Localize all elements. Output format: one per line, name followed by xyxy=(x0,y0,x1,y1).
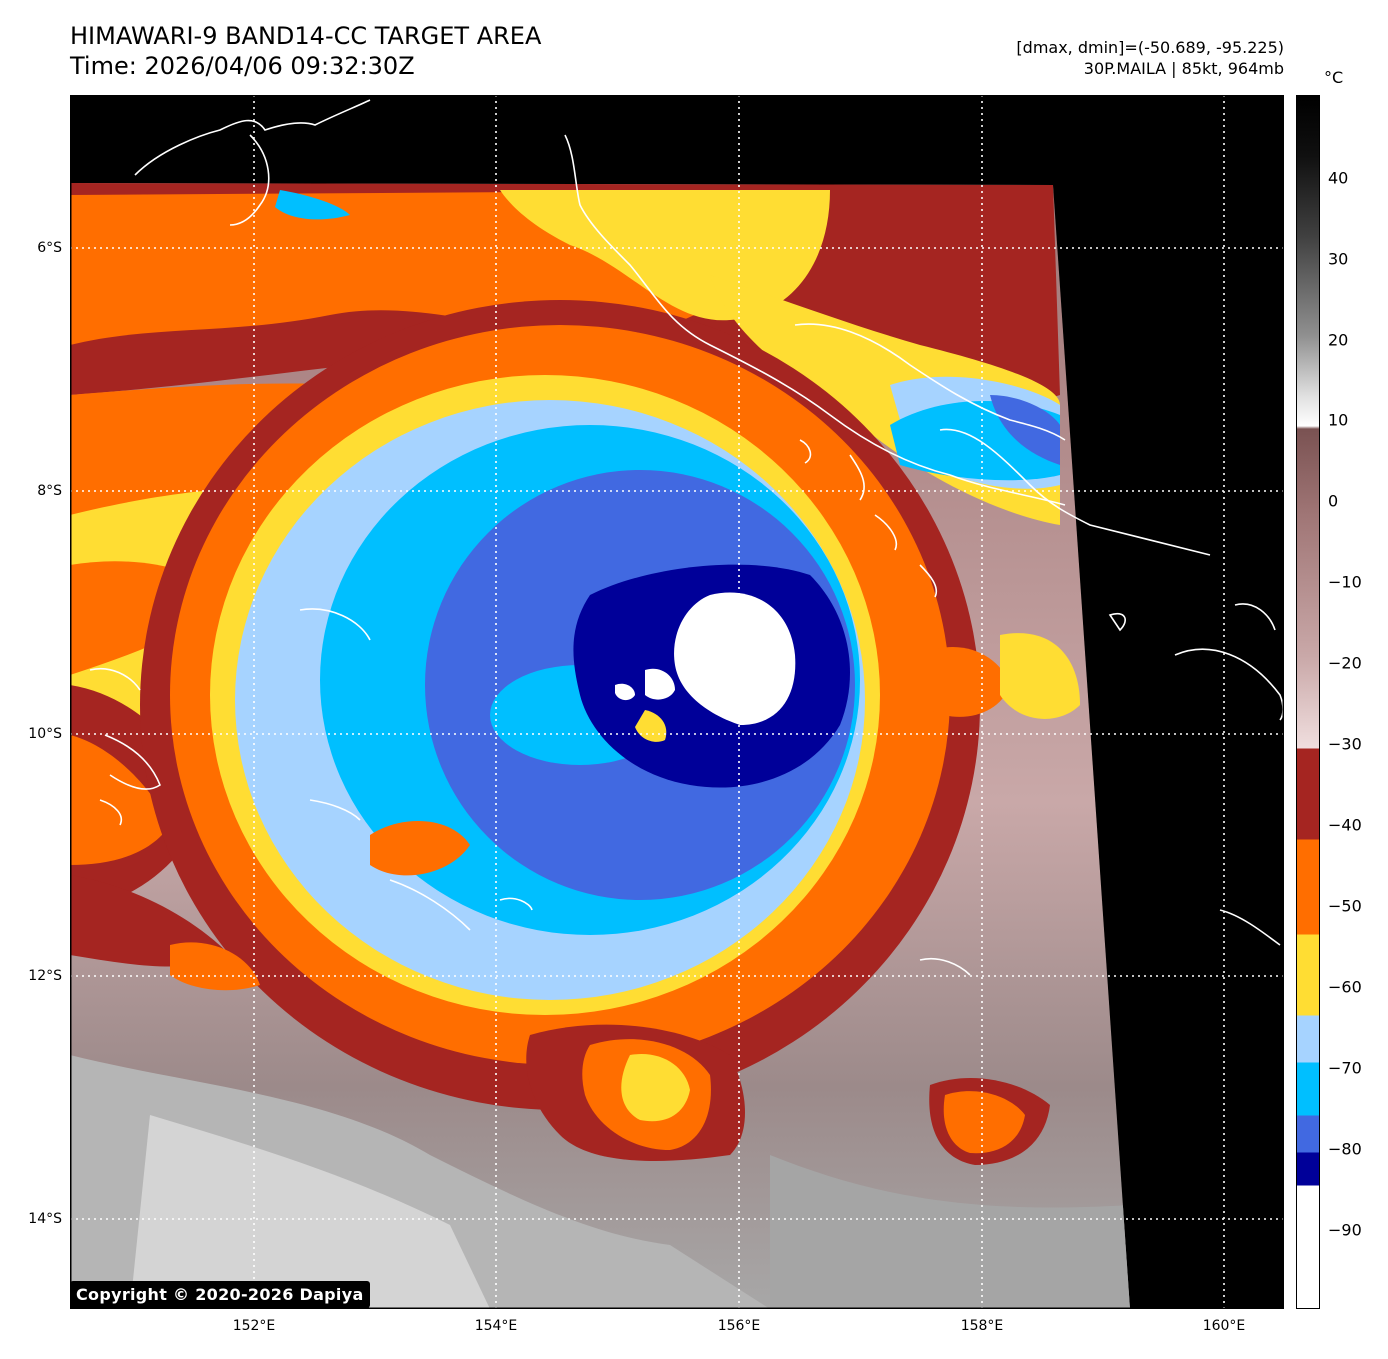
lon-label-156e: 156°E xyxy=(717,1318,761,1334)
storm-info: 30P.MAILA | 85kt, 964mb xyxy=(1083,59,1284,78)
colorbar-tick: −50 xyxy=(1328,896,1362,916)
colorbar-tick: 40 xyxy=(1328,168,1349,188)
satellite-map xyxy=(70,95,1284,1309)
colorbar-tick: −80 xyxy=(1328,1139,1362,1159)
lat-label-10s: 10°S xyxy=(28,726,62,742)
lat-label-8s: 8°S xyxy=(37,483,62,499)
colorbar-tick: −20 xyxy=(1328,653,1362,673)
colorbar-tick: 20 xyxy=(1328,330,1349,350)
cloud-imagery xyxy=(70,183,1130,1309)
lon-label-154e: 154°E xyxy=(474,1318,518,1334)
lat-label-6s: 6°S xyxy=(37,240,62,256)
lat-label-14s: 14°S xyxy=(28,1211,62,1227)
colorbar-tick: 30 xyxy=(1328,249,1349,269)
lon-label-158e: 158°E xyxy=(960,1318,1004,1334)
colorbar-tick: −70 xyxy=(1328,1058,1362,1078)
colorbar-tick: 0 xyxy=(1328,491,1339,511)
colorbar xyxy=(1296,95,1320,1309)
colorbar-tick: −40 xyxy=(1328,815,1362,835)
data-range: [dmax, dmin]=(-50.689, -95.225) xyxy=(1016,38,1284,57)
lon-label-152e: 152°E xyxy=(232,1318,276,1334)
colorbar-tick: −60 xyxy=(1328,977,1362,997)
colorbar-tick: −30 xyxy=(1328,734,1362,754)
chart-title: HIMAWARI-9 BAND14-CC TARGET AREA xyxy=(70,22,542,50)
lon-label-160e: 160°E xyxy=(1202,1318,1246,1334)
colorbar-tick: −90 xyxy=(1328,1220,1362,1240)
colorbar-tick: 10 xyxy=(1328,410,1349,430)
coastlines xyxy=(89,99,1284,976)
timestamp: Time: 2026/04/06 09:32:30Z xyxy=(70,52,415,80)
gridlines xyxy=(70,95,1284,1309)
colorbar-unit: °C xyxy=(1324,68,1344,87)
colorbar-tick: −10 xyxy=(1328,572,1362,592)
lat-label-12s: 12°S xyxy=(28,968,62,984)
copyright-badge: Copyright © 2020-2026 Dapiya xyxy=(70,1281,370,1308)
